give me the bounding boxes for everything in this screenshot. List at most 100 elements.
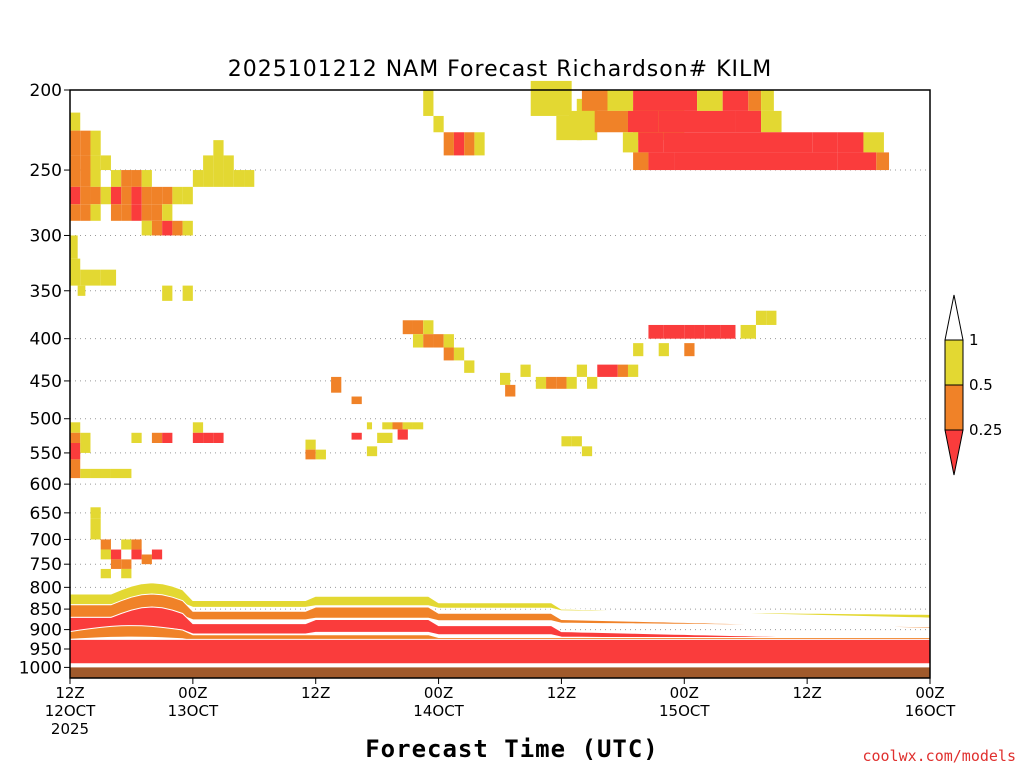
heatmap-cell	[121, 170, 132, 187]
heatmap-cell	[658, 343, 669, 357]
heatmap-cell	[162, 204, 173, 221]
heatmap-cell	[162, 432, 173, 443]
heatmap-cell	[70, 155, 81, 187]
heatmap-cell	[315, 449, 326, 460]
heatmap-cell	[70, 235, 78, 259]
heatmap-cell	[331, 376, 342, 393]
heatmap-cell	[766, 310, 777, 325]
heatmap-cell	[100, 539, 111, 550]
heatmap-cell	[100, 186, 111, 205]
heatmap-cell	[131, 549, 142, 560]
heatmap-cell	[443, 347, 454, 361]
legend-label: 0.25	[969, 421, 1002, 439]
y-tick-label: 200	[30, 81, 62, 101]
heatmap-cell	[151, 204, 163, 221]
y-tick-label: 250	[30, 161, 62, 181]
heatmap-cell	[182, 285, 193, 301]
heatmap-cell	[172, 186, 183, 205]
heatmap-cell	[392, 422, 403, 430]
heatmap-cell	[244, 170, 255, 187]
legend-bin	[944, 339, 964, 386]
pbl-layer	[69, 638, 931, 665]
heatmap-cell	[412, 422, 424, 430]
x-tick-date: 15OCT	[659, 702, 710, 720]
heatmap-cell	[141, 204, 152, 221]
heatmap-cell	[366, 422, 373, 430]
heatmap-cell	[740, 324, 756, 339]
heatmap-cell	[761, 110, 782, 133]
heatmap-cell	[587, 376, 598, 389]
heatmap-cell	[162, 186, 173, 205]
pbl-layer	[69, 593, 931, 629]
y-tick-label: 850	[30, 600, 62, 620]
heatmap-cell	[110, 559, 122, 569]
y-axis-ticks: 200 250 300 350 400 450 500 550 600 650 700 750 8008…	[19, 81, 70, 678]
heatmap-cell	[80, 155, 91, 187]
heatmap-cell	[638, 132, 664, 153]
y-tick-label: 650	[30, 504, 62, 524]
heatmap-cell	[90, 468, 111, 479]
heatmap-cell	[131, 204, 142, 221]
heatmap-cell	[443, 334, 454, 348]
heatmap-cell	[100, 549, 111, 560]
x-tick-date: 13OCT	[168, 702, 219, 720]
heatmap-cell	[633, 152, 649, 171]
heatmap-cell	[876, 152, 890, 171]
heatmap-cell	[566, 376, 577, 389]
heatmap-cell	[121, 186, 132, 205]
heatmap-cell	[77, 285, 86, 296]
heatmap-cell	[172, 220, 183, 236]
heatmap-cell	[151, 432, 163, 443]
ground-layer	[70, 667, 930, 678]
y-tick-label: 800	[30, 578, 62, 598]
grid-lines	[70, 169, 930, 650]
heatmap-cell	[633, 90, 698, 111]
heatmap-cell	[110, 549, 122, 560]
heatmap-cell	[141, 220, 152, 236]
heatmap-cell	[192, 432, 204, 443]
heatmap-cell	[423, 90, 434, 116]
x-tick-label: 00Z	[424, 684, 453, 702]
heatmap-cell	[464, 132, 475, 156]
heatmap-cell	[80, 269, 101, 286]
x-tick-label: 00Z	[915, 684, 944, 702]
heatmap-cell	[627, 110, 659, 133]
heatmap-cell	[213, 140, 224, 187]
heatmap-cell	[694, 324, 705, 339]
heatmap-cell	[402, 320, 413, 335]
heatmap-cell	[182, 220, 193, 236]
heatmap-cell	[412, 334, 424, 348]
heatmap-cell	[423, 334, 434, 348]
heatmap-cell	[80, 186, 91, 205]
heatmap-cell	[223, 155, 234, 187]
heatmap-cell	[648, 152, 675, 171]
heatmap-cell	[121, 559, 132, 569]
heatmap-cell	[684, 343, 695, 357]
heatmap-cell	[684, 324, 695, 339]
heatmap-cell	[530, 80, 572, 116]
legend: 1 0.5 0.25	[944, 294, 1002, 476]
heatmap-cell	[397, 429, 408, 440]
heatmap-cell	[633, 343, 644, 357]
y-tick-label: 500	[30, 410, 62, 430]
heatmap-cell	[453, 132, 465, 156]
heatmap-cell	[110, 204, 122, 221]
heatmap-cell	[80, 468, 91, 479]
x-tick-date: 12OCT	[45, 702, 96, 720]
heatmap-cell	[837, 152, 877, 171]
heatmap-cell	[305, 439, 316, 450]
y-tick-label: 700	[30, 530, 62, 550]
heatmap-cell	[141, 186, 152, 205]
heatmap-cell	[382, 422, 393, 430]
heatmap-cell	[80, 432, 91, 443]
pbl-layers	[69, 582, 931, 665]
x-tick-year: 2025	[51, 720, 89, 738]
x-tick-label: 00Z	[178, 684, 207, 702]
heatmap-cell	[151, 220, 163, 236]
heatmap-cell	[571, 436, 582, 447]
heatmap-cell	[607, 90, 634, 111]
y-tick-label: 900	[30, 621, 62, 641]
heatmap-cell	[110, 186, 122, 205]
heatmap-cell	[90, 507, 101, 519]
